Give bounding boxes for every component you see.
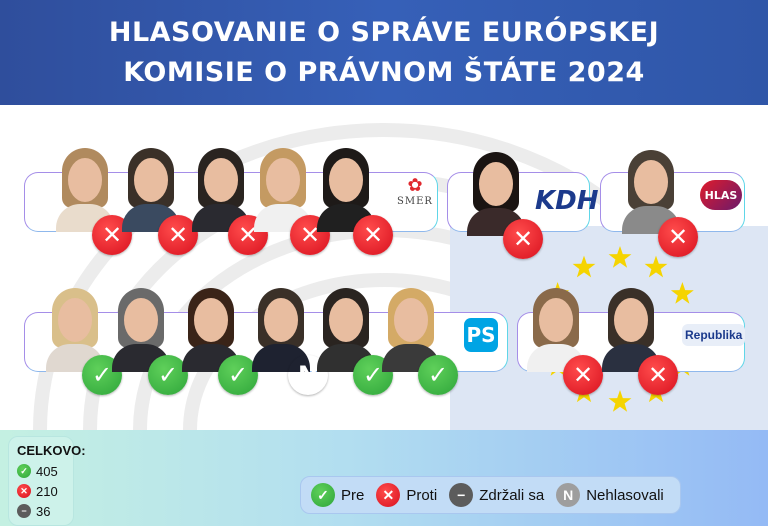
totals-label: CELKOVO: (17, 443, 86, 458)
x-icon: ✕ (563, 355, 603, 395)
x-icon: ✕ (92, 215, 132, 255)
legend-zdrzali: Zdržali sa (479, 486, 545, 504)
member-photo (525, 288, 587, 372)
star-icon (572, 255, 596, 278)
header: HLASOVANIE O SPRÁVE EURÓPSKEJ KOMISIE O … (0, 0, 768, 105)
member-photo (180, 288, 242, 372)
minus-icon: − (17, 504, 31, 518)
star-icon (608, 246, 632, 268)
x-icon: ✕ (290, 215, 330, 255)
star-icon (608, 390, 632, 412)
legend-nehlasovali: Nehlasovali (586, 486, 664, 504)
x-icon: ✕ (17, 484, 31, 498)
check-icon: ✓ (353, 355, 393, 395)
check-icon: ✓ (17, 464, 31, 478)
n-icon: N (556, 483, 581, 507)
legend-proti: Proti (406, 486, 438, 504)
total-proti: 210 (36, 483, 58, 499)
member-photo (250, 288, 312, 372)
check-icon: ✓ (311, 483, 335, 507)
x-icon: ✕ (503, 219, 543, 259)
x-icon: ✕ (353, 215, 393, 255)
check-icon: ✓ (148, 355, 188, 395)
total-zdrzali: 36 (36, 503, 51, 519)
x-icon: ✕ (158, 215, 198, 255)
smer-logo: ✿ SMER (394, 176, 436, 208)
total-pre: 405 (36, 463, 58, 479)
member-photo (252, 148, 314, 232)
kdh-logo: KDH (535, 186, 599, 216)
x-icon: ✕ (376, 483, 401, 507)
minus-icon: − (449, 483, 474, 507)
check-icon: ✓ (218, 355, 258, 395)
ps-logo: PS (464, 318, 498, 352)
totals-box: CELKOVO: ✓ 405 ✕ 210 −36 (8, 436, 86, 526)
star-icon (670, 282, 694, 304)
title-line-2: KOMISIE O PRÁVNOM ŠTÁTE 2024 (123, 56, 645, 88)
star-icon (644, 255, 668, 278)
member-photo (600, 288, 662, 372)
member-photo (315, 148, 377, 232)
title-line-1: HLASOVANIE O SPRÁVE EURÓPSKEJ (108, 16, 660, 48)
hlas-logo: HLAS (700, 180, 742, 210)
x-icon: ✕ (658, 217, 698, 257)
x-icon: ✕ (228, 215, 268, 255)
rose-icon: ✿ (407, 175, 423, 196)
check-icon: ✓ (418, 355, 458, 395)
x-icon: ✕ (638, 355, 678, 395)
legend-pre: Pre (341, 486, 365, 504)
n-icon: N (288, 355, 328, 395)
legend: ✓ Pre ✕ Proti − Zdržali sa N Nehlasovali (300, 476, 681, 514)
member-photo (44, 288, 106, 372)
republika-logo: Republika (682, 324, 746, 346)
